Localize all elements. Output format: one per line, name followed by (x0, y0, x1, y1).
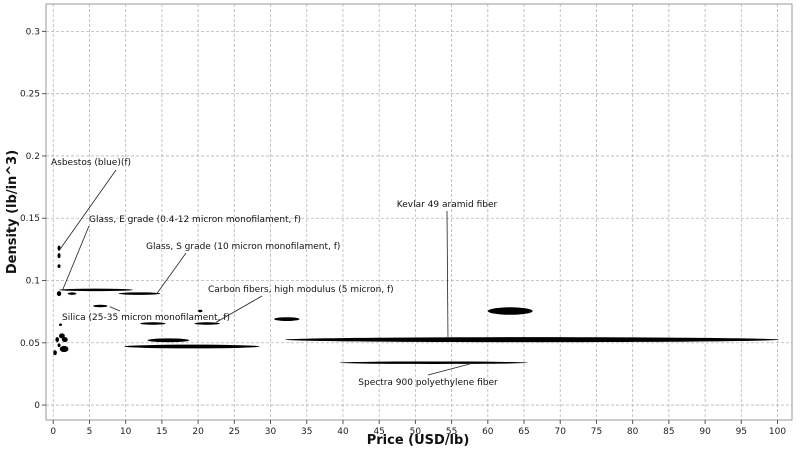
y-tick-label: 0.1 (26, 277, 40, 287)
annotation-leader (156, 252, 187, 294)
y-axis-title: Density (lb/in^3) (5, 150, 20, 274)
x-tick-label: 0 (50, 427, 56, 437)
annotation-label: Glass, S grade (10 micron monofilament, … (146, 242, 340, 252)
x-tick-label: 35 (301, 427, 312, 437)
y-tick-label: 0 (34, 401, 40, 411)
annotation-leader (216, 295, 263, 323)
annotation-leader (427, 363, 470, 376)
grid-lines (46, 4, 792, 420)
material-bubble (124, 344, 260, 349)
y-tick-label: 0.25 (20, 90, 40, 100)
x-tick-label: 25 (229, 427, 240, 437)
material-bubble (140, 322, 166, 325)
material-bubble (57, 253, 61, 259)
material-bubble (93, 304, 108, 308)
y-tick-label: 0.15 (20, 214, 40, 224)
material-bubble (59, 288, 133, 292)
x-tick-label: 75 (591, 427, 602, 437)
x-tick-label: 45 (373, 427, 384, 437)
material-bubble (61, 337, 68, 343)
annotation-leader (62, 225, 90, 290)
x-tick-label: 5 (87, 427, 93, 437)
material-bubble (58, 323, 62, 326)
x-tick-label: 65 (518, 427, 529, 437)
y-tick-label: 0.3 (26, 27, 40, 37)
x-tick-label: 20 (192, 427, 204, 437)
material-bubble (53, 350, 57, 356)
annotation-label: Asbestos (blue)(f) (51, 158, 131, 168)
material-bubble (339, 361, 528, 364)
material-bubble (57, 245, 61, 251)
material-bubble (59, 345, 69, 353)
x-tick-label: 85 (663, 427, 674, 437)
x-tick-label: 50 (410, 427, 422, 437)
x-tick-label: 90 (699, 427, 711, 437)
y-tick-label: 0.05 (20, 339, 40, 349)
x-tick-label: 60 (482, 427, 494, 437)
x-tick-label: 40 (337, 427, 349, 437)
material-bubble (57, 343, 61, 348)
y-tick-label: 0.2 (26, 152, 40, 162)
annotation-label: Silica (25-35 micron monofilament, f) (62, 313, 230, 323)
x-tick-label: 15 (156, 427, 167, 437)
material-bubble (487, 307, 533, 315)
axis-ticks: 0 5 10 15 20 25 30 35 40 45 50 55 60 65 70 75 80 85 90 95 10… (20, 27, 786, 437)
x-tick-label: 95 (736, 427, 747, 437)
x-tick-label: 30 (265, 427, 277, 437)
material-bubble (147, 338, 190, 343)
material-bubble (56, 291, 62, 297)
material-bubble (285, 337, 779, 343)
x-axis-title: Price (USD/lb) (367, 433, 470, 448)
annotation-leader (446, 210, 449, 338)
material-bubble (59, 333, 65, 339)
material-bubble (67, 292, 77, 295)
x-tick-label: 55 (446, 427, 457, 437)
annotation-label: Kevlar 49 aramid fiber (397, 200, 498, 210)
annotation-label: Carbon fibers, high modulus (5 micron, f… (208, 285, 394, 295)
x-tick-label: 80 (627, 427, 639, 437)
annotation-leader (58, 169, 117, 251)
annotation-leader (109, 306, 121, 312)
material-bubble (198, 309, 203, 313)
material-bubble (57, 264, 61, 269)
material-bubble (118, 292, 161, 295)
annotation-label: Glass, E grade (0.4-12 micron monofilame… (89, 215, 301, 225)
annotation-label: Spectra 900 polyethylene fiber (358, 378, 498, 388)
x-tick-label: 70 (555, 427, 567, 437)
x-tick-label: 100 (769, 427, 786, 437)
material-bubble (274, 317, 300, 321)
plot-frame (45, 3, 793, 421)
material-bubbles (53, 245, 779, 364)
material-bubble (194, 322, 220, 325)
x-tick-label: 10 (120, 427, 132, 437)
annotations: Asbestos (blue)(f) Glass, E grade (0.4-12… (51, 158, 498, 388)
material-bubble (55, 337, 60, 343)
